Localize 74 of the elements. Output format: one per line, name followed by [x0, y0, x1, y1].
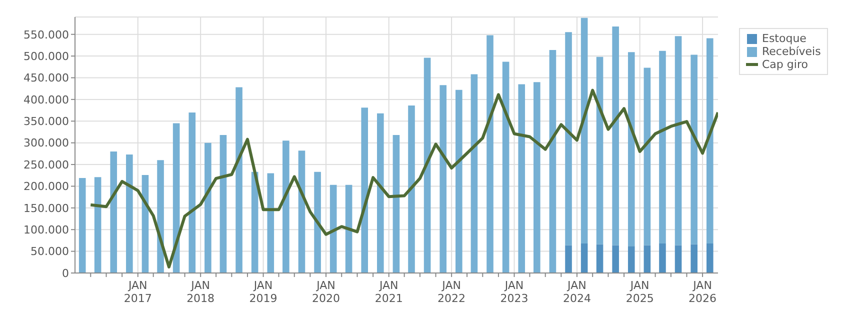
bar — [549, 50, 556, 273]
bar — [690, 54, 698, 244]
x-tick-label: JAN 2021 — [374, 279, 403, 305]
y-tick-label: 350.000 — [24, 115, 69, 128]
x-tick-label: JAN 2026 — [688, 279, 717, 305]
bar — [674, 245, 682, 273]
bar — [659, 243, 666, 273]
line-series — [89, 88, 718, 268]
bar — [78, 178, 86, 273]
bar — [330, 184, 337, 273]
x-tick-label: JAN 2023 — [500, 279, 528, 305]
y-tick-label: 450.000 — [24, 72, 69, 85]
y-tick-label: 550.000 — [24, 28, 69, 42]
bar — [580, 243, 588, 273]
bar — [690, 244, 698, 273]
bar — [204, 142, 212, 273]
bar — [596, 244, 604, 273]
bar — [188, 112, 196, 273]
bar — [424, 58, 431, 273]
bar — [282, 140, 290, 273]
y-tick-label: 200.000 — [24, 180, 69, 194]
bar — [126, 154, 133, 273]
x-tick-label: JAN 2020 — [312, 279, 340, 305]
bar — [644, 245, 651, 273]
bar — [706, 243, 714, 273]
bar — [298, 150, 306, 273]
bar — [612, 245, 619, 273]
x-tick-label: JAN 2018 — [186, 279, 215, 305]
bar — [706, 38, 714, 244]
bar — [659, 50, 666, 244]
bar — [612, 26, 619, 246]
bar — [94, 177, 102, 273]
y-tick-label: 100.000 — [24, 224, 69, 237]
bar — [345, 184, 352, 273]
y-tick-label: 400.000 — [24, 93, 69, 106]
bar — [408, 106, 415, 273]
bar — [644, 68, 651, 246]
y-tick-label: 150.000 — [24, 202, 69, 215]
bar — [674, 36, 682, 246]
y-tick-label: 50.000 — [30, 245, 69, 258]
bar — [486, 35, 494, 273]
bar — [565, 32, 572, 246]
bar — [392, 135, 400, 273]
y-tick-label: 250.000 — [24, 158, 69, 172]
bar — [580, 18, 588, 244]
legend-label: Cap giro — [762, 58, 808, 71]
bar — [456, 90, 462, 273]
bar — [534, 82, 540, 273]
bar — [518, 84, 526, 273]
y-tick-label: 500.000 — [24, 50, 69, 63]
bar — [110, 152, 118, 273]
bar — [220, 135, 227, 273]
bar — [596, 56, 604, 244]
bar — [440, 85, 447, 273]
x-tick-label: JAN 2022 — [438, 279, 466, 305]
legend-label: Estoque — [762, 32, 806, 45]
y-tick-label: 0 — [62, 266, 69, 280]
bar — [236, 87, 242, 273]
bar — [377, 113, 384, 273]
legend-label: Recebíveis — [762, 45, 821, 58]
bar — [470, 74, 478, 273]
x-tick-label: JAN 2017 — [124, 279, 152, 305]
bar — [157, 160, 164, 273]
bar — [628, 246, 635, 273]
bar — [628, 52, 635, 246]
x-tick-label: JAN 2025 — [626, 279, 654, 305]
x-tick-label: JAN 2019 — [249, 279, 278, 305]
bar — [314, 172, 321, 273]
bar — [267, 173, 274, 273]
y-tick-label: 300.000 — [24, 136, 69, 150]
x-tick-label: JAN 2024 — [562, 279, 591, 305]
bar — [502, 62, 510, 273]
bar — [565, 245, 572, 273]
bar — [361, 108, 368, 273]
